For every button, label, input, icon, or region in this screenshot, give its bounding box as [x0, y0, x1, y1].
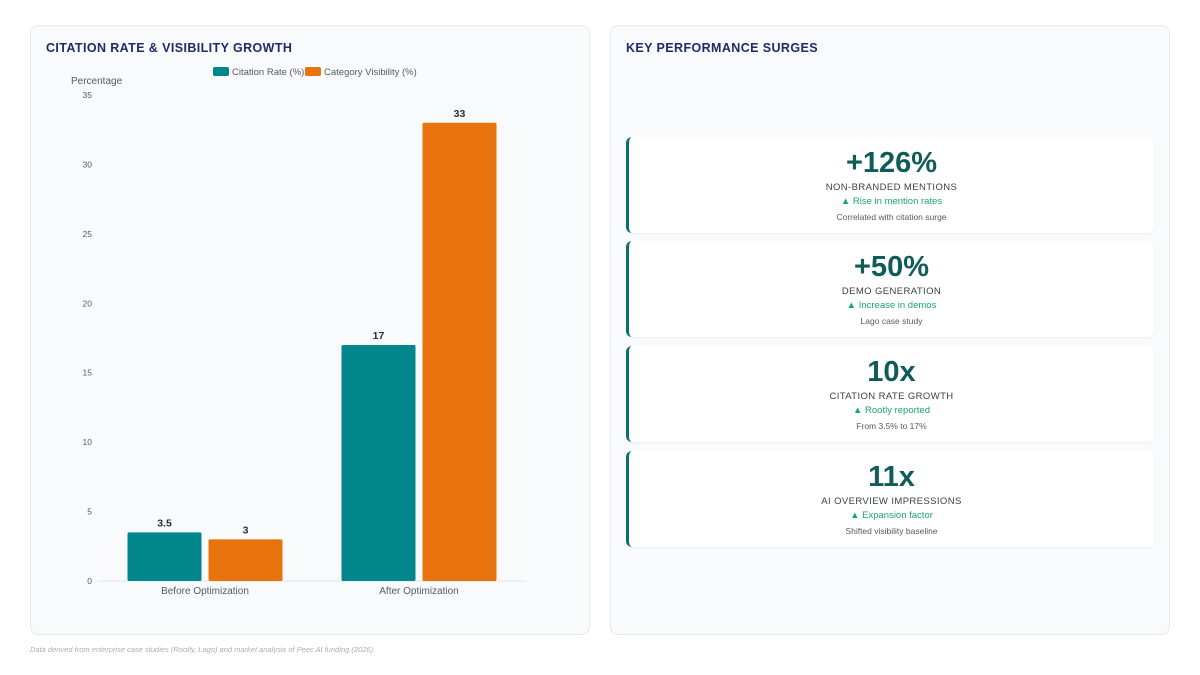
- x-tick-label: After Optimization: [379, 586, 458, 597]
- kpi-label: AI OVERVIEW IMPRESSIONS: [821, 496, 962, 507]
- x-tick-label: Before Optimization: [161, 586, 249, 597]
- bar-chart: Citation Rate (%) Category Visibility (%)…: [71, 67, 526, 597]
- kpi-note: From 3.5% to 17%: [856, 421, 927, 431]
- bar-citation-rate-after: [341, 344, 416, 581]
- kpi-label: NON-BRANDED MENTIONS: [825, 182, 958, 193]
- y-tick-label: 35: [83, 90, 93, 100]
- legend-swatch: [213, 67, 229, 76]
- kpi-change: ▲ Increase in demos: [846, 300, 937, 311]
- kpi-card-citation-rate-growth: 10x CITATION RATE GROWTH ▲ Rootly report…: [626, 346, 1154, 442]
- y-tick-label: 0: [87, 576, 92, 586]
- bar-category-visibility-after: [422, 122, 497, 582]
- bar-data-label: 3.5: [157, 517, 172, 529]
- y-tick-label: 5: [87, 507, 92, 517]
- chart-legend: Citation Rate (%) Category Visibility (%): [213, 67, 417, 78]
- chart-panel: CITATION RATE & VISIBILITY GROWTH Citati…: [30, 25, 590, 635]
- kpi-card-ai-overview-impressions: 11x AI OVERVIEW IMPRESSIONS ▲ Expansion …: [626, 451, 1154, 547]
- kpi-value: +126%: [845, 147, 938, 179]
- legend-label: Citation Rate (%): [232, 67, 304, 78]
- kpi-value: 11x: [868, 461, 915, 493]
- y-tick-label: 10: [83, 437, 93, 447]
- kpi-label: DEMO GENERATION: [841, 286, 942, 297]
- y-axis-ticks: 0 5 10 15 20 25 30 35: [83, 90, 93, 586]
- y-tick-label: 25: [83, 229, 93, 239]
- kpi-change: ▲ Expansion factor: [850, 510, 933, 521]
- x-axis-ticks: Before Optimization After Optimization: [161, 586, 459, 597]
- kpi-change: ▲ Rise in mention rates: [840, 196, 943, 207]
- kpi-card-demo-generation: +50% DEMO GENERATION ▲ Increase in demos…: [626, 241, 1154, 337]
- kpi-note: Correlated with citation surge: [836, 212, 947, 222]
- kpi-label: CITATION RATE GROWTH: [829, 391, 954, 402]
- kpi-change: ▲ Rootly reported: [853, 405, 930, 416]
- chart-title: CITATION RATE & VISIBILITY GROWTH: [46, 41, 293, 55]
- bar-data-label: 33: [454, 108, 466, 120]
- y-tick-label: 20: [83, 298, 93, 308]
- bar-citation-rate-before: [127, 532, 202, 581]
- kpi-value: +50%: [854, 251, 929, 283]
- y-axis-label: Percentage: [71, 76, 123, 87]
- kpi-note: Lago case study: [860, 316, 923, 326]
- kpi-note: Shifted visibility baseline: [845, 526, 938, 536]
- y-tick-label: 15: [83, 368, 93, 378]
- bars: 3.5 3 17 33: [98, 108, 526, 582]
- footnote: Data derived from enterprise case studie…: [30, 645, 376, 654]
- legend-label: Category Visibility (%): [324, 67, 417, 78]
- legend-swatch: [305, 67, 321, 76]
- y-tick-label: 30: [83, 159, 93, 169]
- kpi-panel: KEY PERFORMANCE SURGES +126% NON-BRANDED…: [610, 25, 1170, 635]
- kpi-panel-title: KEY PERFORMANCE SURGES: [626, 41, 818, 55]
- kpi-value: 10x: [867, 356, 916, 388]
- bar-category-visibility-before: [208, 539, 283, 581]
- bar-data-label: 17: [373, 330, 385, 342]
- bar-data-label: 3: [243, 524, 249, 536]
- kpi-card-non-branded-mentions: +126% NON-BRANDED MENTIONS ▲ Rise in men…: [626, 137, 1154, 233]
